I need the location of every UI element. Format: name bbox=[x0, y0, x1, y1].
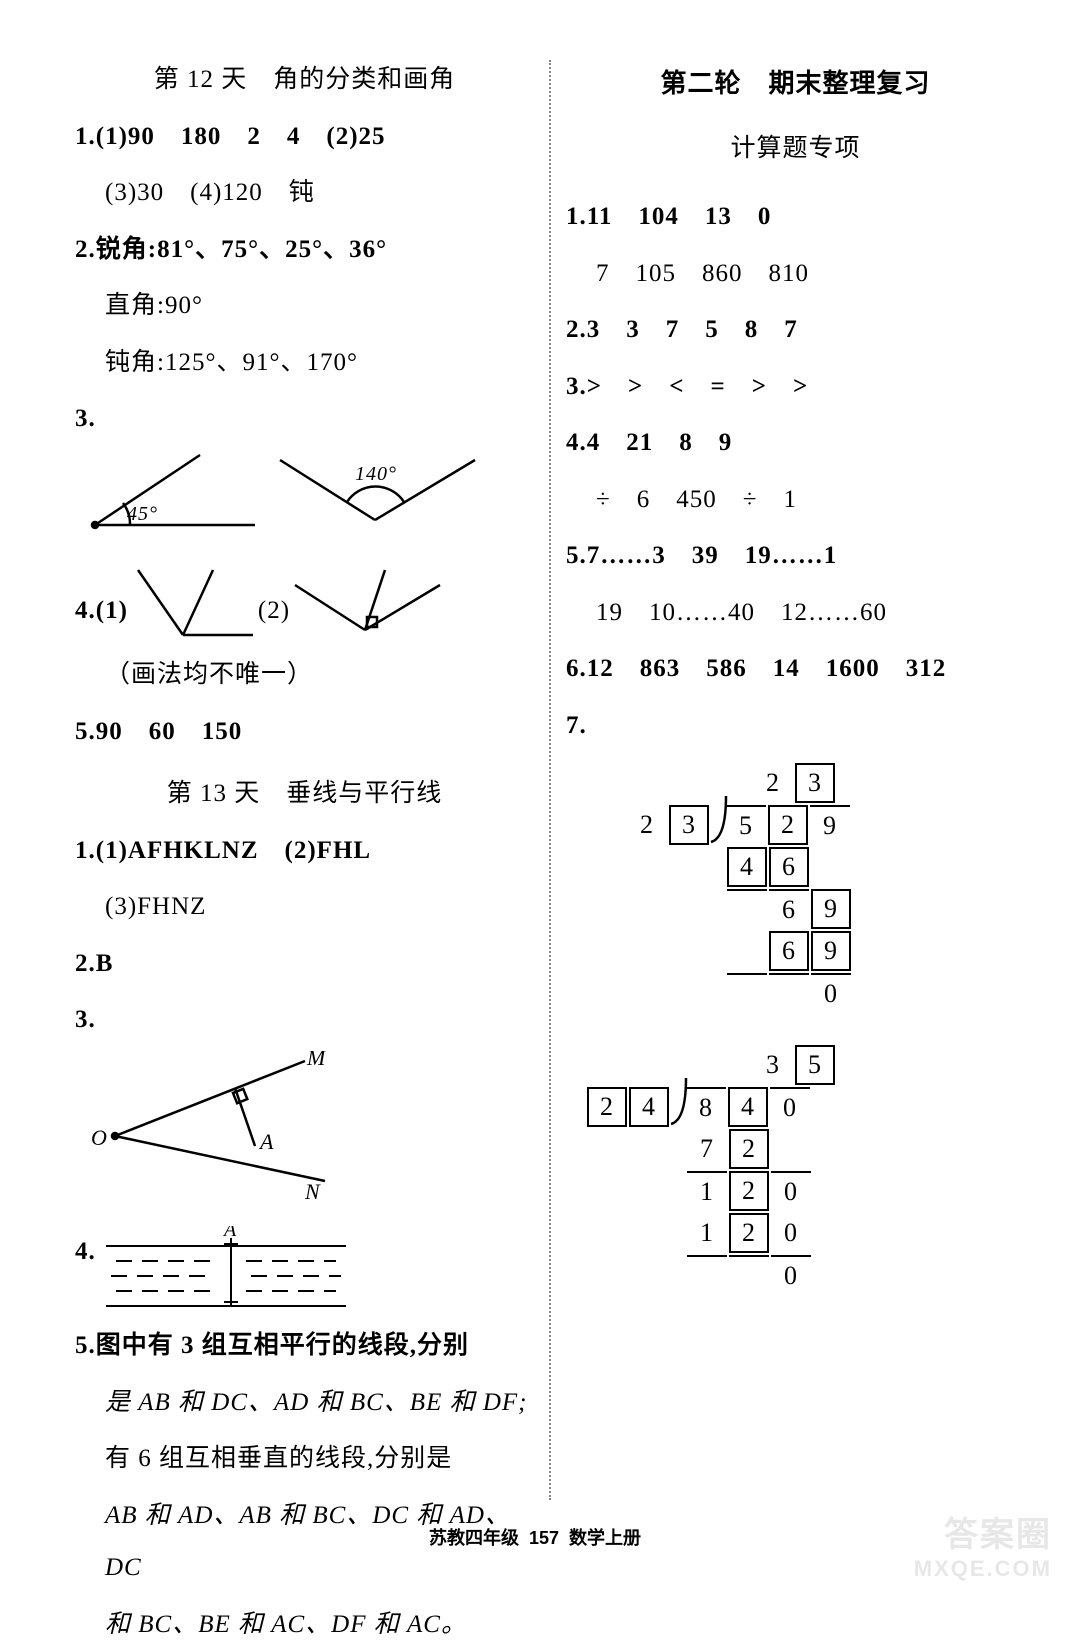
angle-45-label: 45° bbox=[127, 503, 158, 525]
ld2-s3-1: 2 bbox=[729, 1213, 769, 1253]
r5b: 19 10……40 12……60 bbox=[566, 587, 1025, 640]
ld2-q2: 3 bbox=[753, 1045, 793, 1085]
watermark: 答案圈 MXQE.COM bbox=[914, 1507, 1052, 1582]
r1b: 7 105 860 810 bbox=[566, 248, 1025, 301]
label-O: O bbox=[91, 1125, 108, 1150]
ld1-s1-1: 6 bbox=[769, 847, 809, 887]
ld2-s3-2: 0 bbox=[771, 1213, 811, 1253]
d13-q4-A: A bbox=[222, 1226, 237, 1241]
q4-fig1 bbox=[128, 565, 258, 645]
label-M: M bbox=[306, 1051, 327, 1070]
watermark-line2: MXQE.COM bbox=[914, 1556, 1052, 1582]
ld2-s1-0: 7 bbox=[687, 1129, 727, 1169]
label-N: N bbox=[304, 1179, 321, 1201]
left-column: 第 12 天 角的分类和画角 1.(1)90 180 2 4 (2)25 (3)… bbox=[60, 50, 549, 1510]
footer-page: 157 bbox=[529, 1528, 559, 1548]
ld1-n2: 9 bbox=[810, 805, 850, 845]
ld1-d1: 3 bbox=[669, 805, 709, 845]
ld1-rem: 0 bbox=[811, 973, 851, 1013]
ld2-d0: 2 bbox=[587, 1087, 627, 1127]
d13-q1b: (3)FHNZ bbox=[75, 881, 534, 934]
q4-label2: (2) bbox=[258, 565, 290, 638]
ld1-s3-1: 6 bbox=[769, 931, 809, 971]
sub-title: 计算题专项 bbox=[566, 123, 1025, 176]
r4b: ÷ 6 450 ÷ 1 bbox=[566, 474, 1025, 527]
r3: 3.> > < = > > bbox=[566, 361, 1025, 414]
ld1-s3-2: 9 bbox=[811, 931, 851, 971]
r7-label: 7. bbox=[566, 700, 1025, 753]
d13-q1a: 1.(1)AFHKLNZ (2)FHL bbox=[75, 825, 534, 878]
ld2-s3-0: 1 bbox=[687, 1213, 727, 1253]
ld2-n2: 0 bbox=[770, 1087, 810, 1127]
q2-right: 直角:90° bbox=[75, 280, 534, 333]
q2-acute: 2.锐角:81°、75°、25°、36° bbox=[75, 224, 534, 277]
round-title: 第二轮 期末整理复习 bbox=[566, 56, 1025, 111]
d13-q3-diagram: M O A N bbox=[75, 1051, 534, 1221]
ld2-q3: 5 bbox=[795, 1045, 835, 1085]
watermark-line1: 答案圈 bbox=[914, 1507, 1052, 1556]
q3-label: 3. bbox=[75, 393, 534, 446]
ld1-q3: 3 bbox=[795, 763, 835, 803]
ld1-s1-0: 4 bbox=[727, 847, 767, 887]
angle-140-label: 140° bbox=[355, 463, 397, 485]
d13-q4-diagram: A bbox=[96, 1226, 356, 1316]
division-bracket-icon bbox=[670, 1082, 690, 1132]
footer-left: 苏教四年级 bbox=[429, 1528, 519, 1548]
q5: 5.90 60 150 bbox=[75, 706, 534, 759]
r6: 6.12 863 586 14 1600 312 bbox=[566, 643, 1025, 696]
day13-title: 第 13 天 垂线与平行线 bbox=[75, 768, 534, 821]
q4-note: （画法均不唯一） bbox=[75, 649, 534, 702]
d13-q2: 2.B bbox=[75, 938, 534, 991]
r1a: 1.11 104 13 0 bbox=[566, 191, 1025, 244]
q4-label1: 4.(1) bbox=[75, 565, 128, 638]
q1-line2: (3)30 (4)120 钝 bbox=[75, 167, 534, 220]
ld2-rem: 0 bbox=[771, 1255, 811, 1295]
q2-obtuse: 钝角:125°、91°、170° bbox=[75, 337, 534, 390]
d13-q4-row: 4. A bbox=[75, 1226, 534, 1316]
r5a: 5.7……3 39 19……1 bbox=[566, 530, 1025, 583]
q3-angles-diagram: 45° 140° bbox=[75, 450, 534, 560]
q4-fig2 bbox=[290, 565, 450, 645]
d13-q5b: 是 AB 和 DC、AD 和 BC、BE 和 DF; bbox=[75, 1377, 534, 1430]
d13-q4-label: 4. bbox=[75, 1226, 96, 1316]
label-A: A bbox=[258, 1129, 274, 1154]
long-division-1: 2 3 2 3 5 2 9 4 6 6 9 bbox=[626, 762, 1025, 1014]
long-division-2: 3 5 2 4 8 4 0 7 2 1 2 0 bbox=[586, 1044, 1025, 1296]
q3-num: 3. bbox=[75, 405, 96, 432]
d13-q5a: 5.图中有 3 组互相平行的线段,分别 bbox=[75, 1320, 534, 1373]
q4-row: 4.(1) (2) bbox=[75, 565, 534, 645]
page-body: 第 12 天 角的分类和画角 1.(1)90 180 2 4 (2)25 (3)… bbox=[0, 0, 1070, 1520]
r4a: 4.4 21 8 9 bbox=[566, 417, 1025, 470]
q1-line1: 1.(1)90 180 2 4 (2)25 bbox=[75, 111, 534, 164]
ld2-d1: 4 bbox=[629, 1087, 669, 1127]
right-column: 第二轮 期末整理复习 计算题专项 1.11 104 13 0 7 105 860… bbox=[551, 50, 1040, 1510]
division-bracket-icon bbox=[710, 800, 730, 850]
ld1-d0: 2 bbox=[627, 805, 667, 845]
day12-title: 第 12 天 角的分类和画角 bbox=[75, 54, 534, 107]
d13-q5e: 和 BC、BE 和 AC、DF 和 AC。 bbox=[75, 1599, 534, 1651]
d13-q3-label: 3. bbox=[75, 994, 534, 1047]
footer-right: 数学上册 bbox=[569, 1528, 641, 1548]
d13-q5c: 有 6 组互相垂直的线段,分别是 bbox=[75, 1433, 534, 1486]
r2: 2.3 3 7 5 8 7 bbox=[566, 304, 1025, 357]
